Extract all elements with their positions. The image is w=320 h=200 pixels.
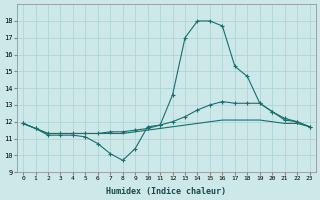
X-axis label: Humidex (Indice chaleur): Humidex (Indice chaleur): [106, 187, 226, 196]
